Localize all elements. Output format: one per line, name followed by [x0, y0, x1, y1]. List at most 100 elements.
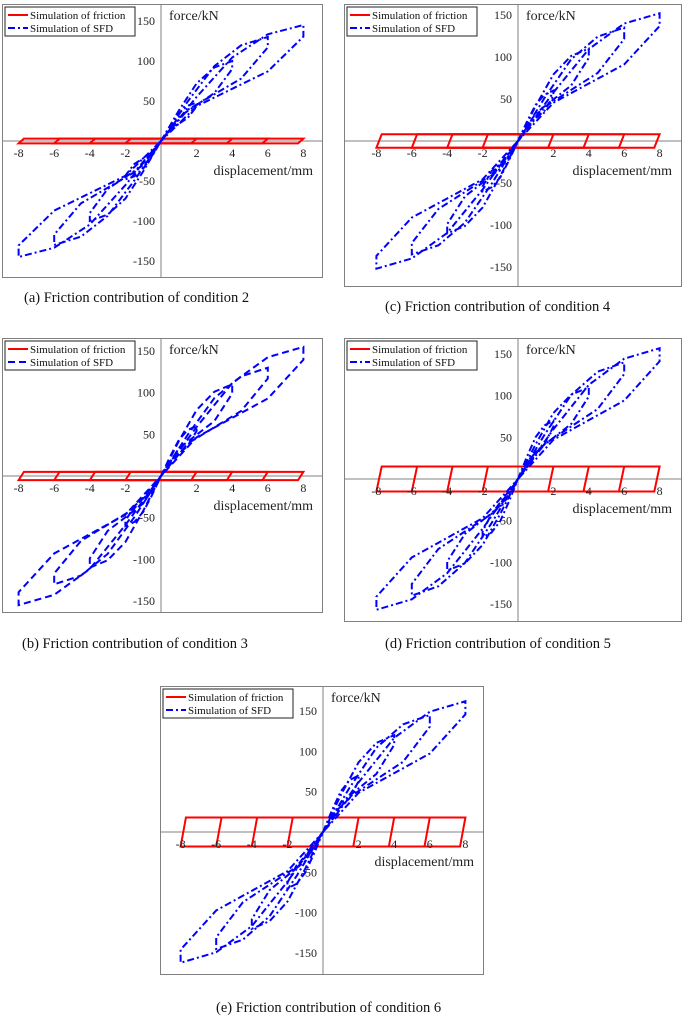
chart-svg: -8 -6 -4 -2 2 4 6 8 -150 -100 -50 50 100 150 force/kN d… — [2, 338, 323, 613]
legend-sfd-label: Simulation of SFD — [30, 357, 113, 369]
x-tick-label: -4 — [442, 484, 452, 498]
plot-frame — [160, 686, 484, 975]
y-tick-label: 150 — [137, 14, 155, 28]
x-tick-label: -8 — [176, 837, 186, 851]
x-tick-label: -6 — [407, 484, 417, 498]
y-tick-label: -50 — [139, 174, 155, 188]
y-axis-label: force/kN — [331, 691, 381, 706]
y-tick-label: -100 — [295, 906, 317, 920]
x-axis-label: displacement/mm — [572, 164, 672, 179]
legend-sfd-label: Simulation of SFD — [30, 23, 113, 35]
plot-frame — [344, 4, 682, 287]
x-tick-label: 8 — [462, 837, 468, 851]
y-tick-label: 150 — [299, 704, 317, 718]
y-axis-label: force/kN — [169, 9, 219, 24]
y-axis-label: force/kN — [526, 343, 576, 358]
x-tick-label: 4 — [229, 146, 235, 160]
sfd-loop — [375, 11, 661, 271]
legend-sfd-label: Simulation of SFD — [372, 23, 455, 35]
x-tick-label: -8 — [371, 484, 381, 498]
plot-frame — [344, 338, 682, 622]
x-tick-label: -4 — [85, 146, 95, 160]
y-tick-label: -50 — [496, 514, 512, 528]
y-axis-label: force/kN — [169, 343, 219, 358]
y-tick-label: 100 — [494, 50, 512, 64]
x-axis-label: displacement/mm — [374, 855, 474, 870]
legend-box — [346, 340, 478, 371]
x-tick-label: -2 — [120, 481, 130, 495]
x-tick-label: 2 — [550, 146, 556, 160]
x-tick-label: -2 — [478, 146, 488, 160]
x-tick-label: -8 — [371, 146, 381, 160]
y-tick-label: -100 — [490, 218, 512, 232]
y-tick-label: 150 — [494, 347, 512, 361]
y-tick-label: -50 — [496, 176, 512, 190]
x-axis-label: displacement/mm — [213, 164, 313, 179]
x-tick-label: 6 — [265, 146, 271, 160]
x-axis-label: displacement/mm — [213, 499, 313, 514]
chart-svg: -8 -6 -4 -2 2 4 6 8 -150 -100 -50 50 100 150 force/kN d… — [344, 4, 682, 287]
y-tick-label: 100 — [137, 386, 155, 400]
friction-loop — [16, 470, 306, 482]
y-tick-label: -100 — [133, 552, 155, 566]
y-tick-label: -150 — [133, 254, 155, 268]
x-tick-label: -4 — [247, 837, 257, 851]
y-tick-label: 50 — [305, 785, 317, 799]
legend-box — [4, 6, 136, 37]
legend-box — [4, 340, 136, 371]
caption-e: (e) Friction contribution of condition 6 — [216, 1000, 442, 1016]
x-tick-label: 2 — [194, 146, 200, 160]
legend-friction-label: Simulation of friction — [30, 344, 126, 356]
friction-loop — [375, 465, 661, 493]
friction-loop — [374, 133, 662, 149]
chart-svg: -8 -6 -4 -2 2 4 6 8 -150 -100 -50 50 100 150 force/kN d… — [160, 686, 484, 975]
y-tick-label: -150 — [490, 597, 512, 611]
y-tick-label: 150 — [137, 344, 155, 358]
y-tick-label: -100 — [490, 555, 512, 569]
x-tick-label: 4 — [391, 837, 397, 851]
x-tick-label: 4 — [586, 484, 592, 498]
x-tick-label: 8 — [657, 146, 663, 160]
legend-friction-label: Simulation of friction — [30, 10, 126, 22]
legend-sfd-label: Simulation of SFD — [188, 705, 271, 717]
legend-box — [346, 6, 478, 37]
legend-friction-label: Simulation of friction — [188, 692, 284, 704]
x-tick-label: 2 — [194, 481, 200, 495]
x-tick-label: 8 — [657, 484, 663, 498]
y-tick-label: 50 — [143, 94, 155, 108]
y-tick-label: 50 — [143, 427, 155, 441]
x-tick-label: 8 — [300, 146, 306, 160]
sfd-loop — [179, 699, 467, 965]
caption-a: (a) Friction contribution of condition 2 — [24, 290, 250, 306]
y-tick-label: -50 — [301, 865, 317, 879]
sfd-loop — [17, 23, 305, 259]
y-tick-label: 100 — [299, 744, 317, 758]
chart-panel-c: -8 -6 -4 -2 2 4 6 8 -150 -100 -50 50 100 150 force/kN d… — [344, 4, 682, 287]
x-tick-label: -2 — [282, 837, 292, 851]
x-tick-label: -8 — [14, 481, 24, 495]
x-tick-label: 4 — [586, 146, 592, 160]
sfd-loop — [375, 346, 661, 612]
x-tick-label: 6 — [427, 837, 433, 851]
caption-d: (d) Friction contribution of condition 5 — [385, 636, 611, 652]
x-tick-label: -4 — [85, 481, 95, 495]
legend-friction-label: Simulation of friction — [372, 10, 468, 22]
x-tick-label: 4 — [229, 481, 235, 495]
x-tick-label: -6 — [211, 837, 221, 851]
y-tick-label: -100 — [133, 214, 155, 228]
x-tick-label: 6 — [265, 481, 271, 495]
x-tick-label: -6 — [407, 146, 417, 160]
chart-panel-d: -8 -6 -4 -2 2 4 6 8 -150 -100 -50 50 100 150 force/kN d… — [344, 338, 682, 622]
friction-loop — [179, 816, 467, 848]
y-tick-label: -150 — [295, 946, 317, 960]
friction-loop — [15, 137, 307, 145]
x-tick-label: 8 — [300, 481, 306, 495]
y-tick-label: 50 — [500, 430, 512, 444]
y-tick-label: -50 — [139, 511, 155, 525]
x-axis-label: displacement/mm — [572, 502, 672, 517]
chart-svg: -8 -6 -4 -2 2 4 6 8 -150 -100 -50 50 100 150 force/kN d… — [344, 338, 682, 622]
